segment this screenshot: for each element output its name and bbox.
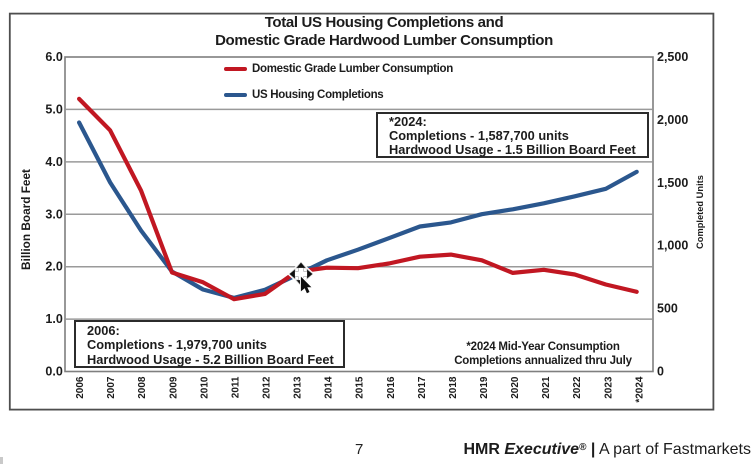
svg-text:2011: 2011: [230, 376, 241, 398]
svg-text:2012: 2012: [262, 376, 273, 399]
svg-text:2.0: 2.0: [45, 260, 62, 274]
svg-text:6.0: 6.0: [45, 50, 62, 64]
svg-text:2,500: 2,500: [657, 50, 688, 64]
svg-text:2006: 2006: [75, 376, 86, 399]
svg-text:2014: 2014: [324, 376, 335, 399]
svg-text:2016: 2016: [386, 376, 397, 399]
svg-text:2008: 2008: [137, 376, 148, 399]
svg-text:2017: 2017: [417, 376, 428, 399]
svg-text:1,000: 1,000: [657, 239, 688, 253]
svg-text:Completed Units: Completed Units: [695, 175, 705, 249]
svg-text:1,500: 1,500: [657, 176, 688, 190]
svg-text:2021: 2021: [541, 376, 552, 399]
svg-text:2013: 2013: [293, 376, 304, 399]
svg-text:2018: 2018: [448, 376, 459, 399]
svg-text:*2024: *2024: [634, 376, 645, 403]
svg-text:2015: 2015: [355, 376, 366, 399]
svg-text:2023: 2023: [603, 376, 614, 399]
svg-text:Billion Board Feet: Billion Board Feet: [19, 169, 33, 270]
svg-text:500: 500: [657, 302, 678, 316]
svg-text:2009: 2009: [168, 376, 179, 399]
svg-text:5.0: 5.0: [45, 102, 62, 116]
svg-text:2007: 2007: [106, 376, 117, 399]
svg-text:1.0: 1.0: [45, 312, 62, 326]
svg-text:0.0: 0.0: [45, 365, 62, 379]
svg-text:0: 0: [657, 365, 664, 379]
svg-text:3.0: 3.0: [45, 207, 62, 221]
svg-text:2022: 2022: [572, 376, 583, 399]
svg-text:2,000: 2,000: [657, 113, 688, 127]
svg-text:2010: 2010: [199, 376, 210, 399]
svg-text:2020: 2020: [510, 376, 521, 399]
svg-text:4.0: 4.0: [45, 155, 62, 169]
svg-text:2019: 2019: [479, 376, 490, 399]
